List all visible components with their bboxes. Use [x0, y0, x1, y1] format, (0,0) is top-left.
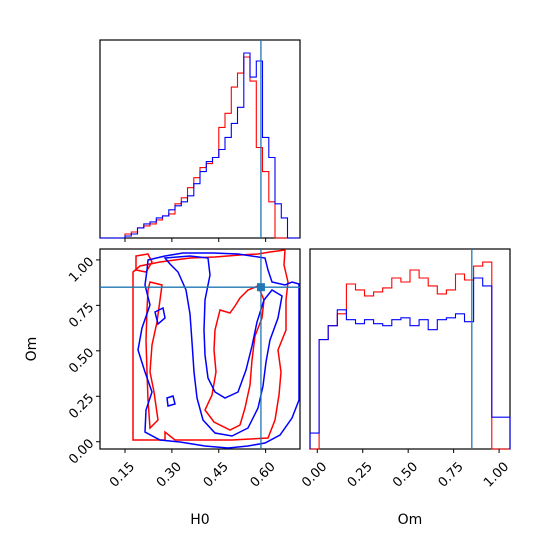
om-x-tick-label: 0.50 — [390, 459, 421, 490]
h0-hist-blue-steps — [100, 52, 300, 239]
contour-frame — [99, 248, 301, 450]
om-histogram-panel — [309, 248, 511, 450]
om-y-tick-label: 0.25 — [66, 391, 97, 422]
om-histogram-steps — [309, 261, 511, 450]
h0-x-tick-label: 0.60 — [248, 459, 279, 490]
om-y-tick-label: 1.00 — [66, 255, 97, 286]
om-x-tick-label: 1.00 — [481, 459, 512, 490]
h0-histogram-panel — [99, 39, 301, 239]
h0-hist-red-steps — [100, 56, 300, 239]
contour-blue-small-b — [166, 395, 176, 407]
h0-x-tick-label: 0.15 — [107, 459, 138, 490]
om-histogram-frame — [309, 248, 511, 450]
truth-markers — [100, 40, 473, 449]
x-axis-label-h0: H0 — [190, 512, 209, 528]
contour-red-outer — [132, 249, 289, 441]
contour-blue-small-a — [154, 306, 166, 326]
contour-red-small-a — [135, 253, 153, 273]
contour-red-inner-b — [204, 285, 265, 431]
truth-point — [256, 283, 265, 292]
axis-labels: H0 Om Om — [24, 337, 422, 528]
om-y-tick-label: 0.75 — [66, 300, 97, 331]
h0-x-tick-label: 0.30 — [154, 459, 185, 490]
om-x-tick-label: 0.75 — [436, 459, 467, 490]
h0-histogram-frame — [99, 39, 301, 239]
contour-blue-inner — [163, 255, 283, 437]
om-y-tick-label: 0.50 — [66, 346, 97, 377]
h0-x-tick-label: 0.45 — [201, 459, 232, 490]
h0-om-contour-panel — [99, 248, 301, 450]
contour-red-inner-a — [145, 281, 163, 430]
om-y-tick-label: 0.00 — [66, 436, 97, 467]
y-axis-label-om: Om — [24, 337, 40, 362]
om-x-tick-label: 0.00 — [299, 459, 330, 490]
om-hist-red-steps — [310, 261, 510, 450]
x-axis-label-om: Om — [398, 512, 423, 528]
h0-histogram-steps — [100, 52, 300, 239]
om-x-tick-label: 0.25 — [345, 459, 376, 490]
om-hist-blue-steps — [309, 277, 511, 449]
contour-lines — [132, 249, 300, 449]
